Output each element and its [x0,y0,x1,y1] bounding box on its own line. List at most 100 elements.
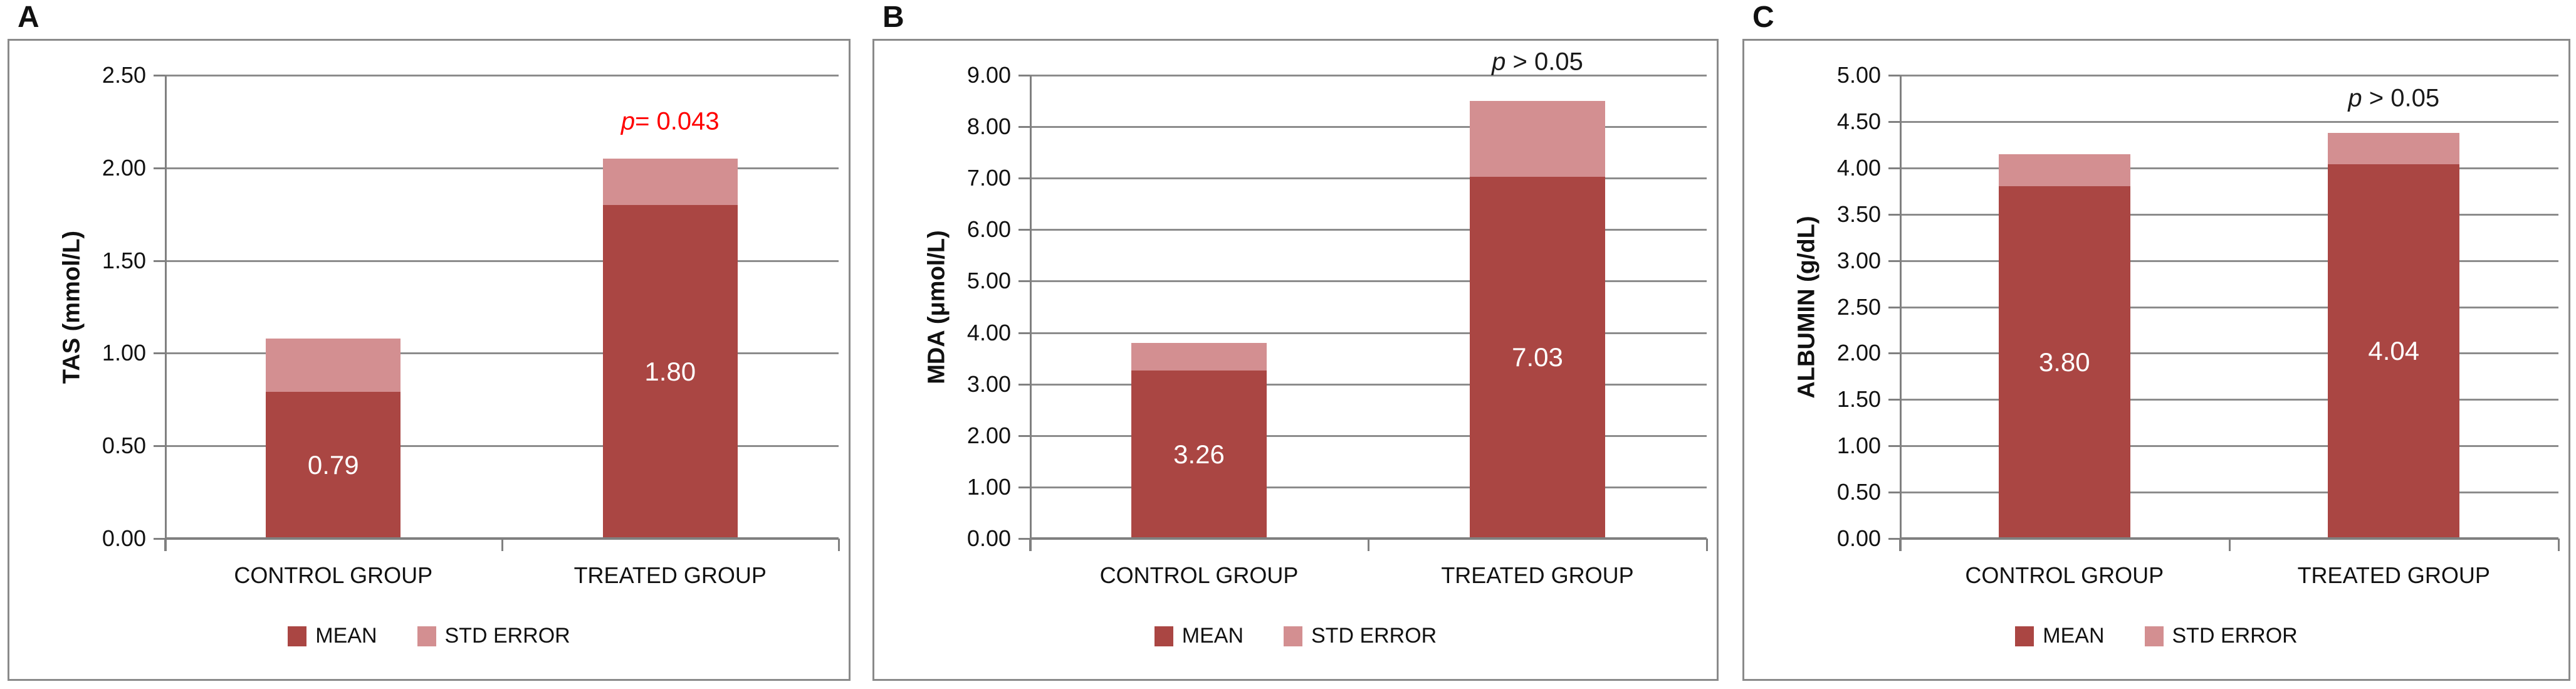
legend-swatch-std-error [417,626,436,646]
x-axis-tick-mark [164,539,166,551]
gridline [1900,213,2558,216]
y-tick-label: 5.00 [1836,62,1881,88]
gridline [165,352,839,355]
y-axis-title: MDA (μmol/L) [923,229,950,384]
bar-value-label: 3.26 [1173,439,1225,470]
y-tick-mark [1018,332,1030,334]
gridline [1030,332,1707,334]
x-axis-tick-mark [501,539,503,551]
y-tick-mark [1888,492,1900,494]
p-value-text: > 0.05 [2362,84,2440,112]
p-symbol: p [1492,48,1506,76]
legend-entry: STD ERROR [1284,624,1437,648]
y-tick-label: 2.50 [1836,293,1881,320]
panel-box-c: ALBUMIN (g/dL) 5.00 4.50 4.00 3.50 3.00 2.50 2.… [1742,39,2570,681]
y-tick-mark [154,445,165,448]
p-value-text: = 0.043 [635,107,720,135]
legend: MEAN STD ERROR [9,624,849,648]
bar-std-error-segment [266,338,401,392]
y-tick-label: 9.00 [966,62,1011,88]
x-axis-tick-mark [838,539,840,551]
y-tick-mark [1018,229,1030,231]
gridline [1030,177,1707,180]
legend-label: MEAN [315,624,377,648]
gridline [1030,383,1707,386]
gridline [1030,280,1707,283]
y-axis-line [1030,75,1032,551]
y-tick-mark [1888,213,1900,216]
legend: MEAN STD ERROR [1744,624,2568,648]
y-tick-label: 1.50 [1836,386,1881,413]
y-tick-label: 0.00 [102,525,146,551]
y-tick-label: 4.50 [1836,108,1881,134]
bar-std-error-segment [602,159,738,205]
panel-box-b: MDA (μmol/L) 9.00 8.00 7.00 6.00 5.00 4.00 3.00… [872,39,1719,681]
y-tick-label: 4.00 [966,319,1011,345]
y-tick-label: 2.50 [102,62,146,88]
p-value-annotation: p= 0.043 [621,107,720,135]
y-tick-mark [1018,280,1030,283]
y-tick-mark [1018,75,1030,76]
x-axis-tick-mark [1029,539,1031,551]
gridline [1900,445,2558,448]
gridline [1030,75,1707,76]
x-axis-tick-mark [1368,539,1369,551]
y-tick-mark [1888,120,1900,123]
bar-mean-segment [1131,371,1267,539]
y-tick-mark [1018,538,1030,540]
y-tick-label: 1.00 [1836,433,1881,459]
legend-swatch-mean [2015,626,2034,646]
legend-label: MEAN [2043,624,2105,648]
legend-label: STD ERROR [444,624,570,648]
bar-mean-segment [2328,164,2460,539]
p-symbol: p [2348,84,2362,112]
y-tick-label: 1.00 [102,340,146,366]
legend-swatch-std-error [1284,626,1302,646]
legend-label: STD ERROR [2172,624,2298,648]
gridline [1900,306,2558,308]
gridline [1900,492,2558,494]
y-tick-mark [1888,75,1900,76]
y-tick-mark [1018,434,1030,437]
panel-box-a: TAS (mmol/L) 2.50 2.00 1.50 1.00 0.50 0.00 0.79… [8,39,851,681]
y-axis-line [1900,75,1902,551]
gridline [1900,75,2558,76]
legend: MEAN STD ERROR [874,624,1717,648]
bar-mean-segment [266,392,401,539]
panel-a: A TAS (mmol/L) 2.50 2.00 1.50 1.00 0.50 0.00 0.… [8,0,851,689]
legend-swatch-std-error [2144,626,2164,646]
gridline [1030,486,1707,488]
bar-std-error-segment [1470,101,1605,177]
panel-c: C ALBUMIN (g/dL) 5.00 4.50 4.00 3.50 3.00 2.50… [1742,0,2570,689]
y-tick-mark [1888,445,1900,448]
gridline [1900,352,2558,355]
panel-b: B MDA (μmol/L) 9.00 8.00 7.00 6.00 5.00 4.00 3.… [872,0,1719,689]
y-tick-label: 1.00 [966,473,1011,500]
y-tick-mark [1018,383,1030,386]
y-tick-mark [1018,486,1030,488]
x-axis-line [165,537,839,540]
p-value-text: > 0.05 [1505,48,1583,76]
legend-entry: STD ERROR [417,624,570,648]
y-tick-mark [154,167,165,169]
bar-mean-segment [602,204,738,539]
gridline [1900,120,2558,123]
legend-label: MEAN [1181,624,1243,648]
y-tick-mark [154,352,165,355]
y-tick-label: 0.50 [102,433,146,459]
y-tick-label: 0.00 [1836,525,1881,551]
bar-std-error-segment [2328,132,2460,164]
category-label: CONTROL GROUP [1965,562,2164,588]
x-axis-tick-mark [2228,539,2231,551]
category-label: TREATED GROUP [573,562,767,588]
gridline [165,167,839,169]
gridline [1900,399,2558,401]
y-tick-label: 2.00 [1836,340,1881,366]
y-tick-mark [1888,399,1900,401]
legend-entry: MEAN [1154,624,1243,648]
legend-entry: STD ERROR [2144,624,2298,648]
category-label: TREATED GROUP [1441,562,1634,588]
panel-letter-a: A [18,1,39,34]
x-axis-tick-mark [1706,539,1708,551]
